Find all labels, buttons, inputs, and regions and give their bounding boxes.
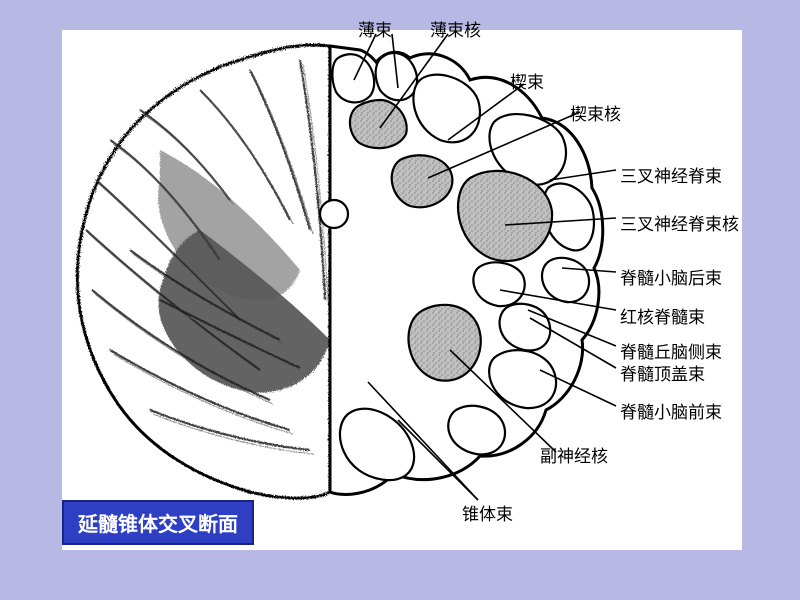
label-l11: 脊髓小脑前束 [620, 398, 722, 423]
label-l3: 楔束 [510, 68, 544, 93]
label-l4: 楔束核 [570, 100, 621, 125]
label-l5: 三叉神经脊束 [620, 162, 722, 187]
label-l13: 锥体束 [462, 500, 513, 525]
label-l2: 薄束核 [430, 16, 481, 41]
label-l7: 脊髓小脑后束 [620, 264, 722, 289]
label-l1: 薄束 [358, 16, 392, 41]
label-l8: 红核脊髓束 [620, 303, 705, 328]
label-l10: 脊髓顶盖束 [620, 360, 705, 385]
label-l6: 三叉神经脊束核 [620, 210, 739, 235]
label-l12: 副神经核 [540, 442, 608, 467]
diagram-title: 延髓锥体交叉断面 [62, 500, 254, 545]
